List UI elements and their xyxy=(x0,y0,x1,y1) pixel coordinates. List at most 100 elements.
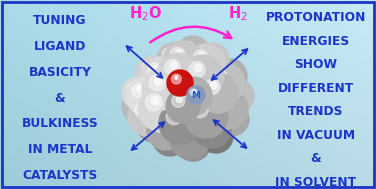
Circle shape xyxy=(132,84,146,98)
Circle shape xyxy=(199,52,205,59)
Circle shape xyxy=(138,87,182,131)
Circle shape xyxy=(190,89,197,96)
Circle shape xyxy=(137,110,169,142)
Text: H$_2$O: H$_2$O xyxy=(129,4,162,23)
Circle shape xyxy=(186,133,192,139)
Circle shape xyxy=(232,87,237,93)
Circle shape xyxy=(152,65,159,72)
Circle shape xyxy=(182,41,195,54)
Circle shape xyxy=(181,131,195,144)
Circle shape xyxy=(162,48,174,60)
Circle shape xyxy=(215,95,230,111)
Text: TUNING: TUNING xyxy=(33,14,87,27)
Circle shape xyxy=(147,117,152,123)
Circle shape xyxy=(167,50,172,56)
Circle shape xyxy=(215,102,249,136)
Circle shape xyxy=(128,96,168,136)
Circle shape xyxy=(185,85,192,92)
Circle shape xyxy=(122,88,158,124)
Circle shape xyxy=(165,59,180,75)
Circle shape xyxy=(170,62,177,69)
Circle shape xyxy=(180,83,195,98)
Text: SHOW: SHOW xyxy=(294,58,338,71)
Circle shape xyxy=(146,64,152,70)
Circle shape xyxy=(142,68,184,110)
Circle shape xyxy=(175,77,177,79)
Circle shape xyxy=(126,78,162,114)
Circle shape xyxy=(207,64,245,102)
Circle shape xyxy=(175,76,179,80)
Text: CATALYSTS: CATALYSTS xyxy=(23,169,98,182)
Circle shape xyxy=(182,128,189,135)
Circle shape xyxy=(174,76,180,82)
Circle shape xyxy=(223,67,229,73)
Text: IN SOLVENT: IN SOLVENT xyxy=(276,176,356,189)
Circle shape xyxy=(206,50,212,56)
Circle shape xyxy=(153,122,187,156)
Circle shape xyxy=(171,74,181,84)
Text: IN METAL: IN METAL xyxy=(28,143,92,156)
Text: ENERGIES: ENERGIES xyxy=(282,35,350,48)
Circle shape xyxy=(210,82,217,89)
Circle shape xyxy=(197,43,229,75)
Circle shape xyxy=(147,112,185,150)
Circle shape xyxy=(175,125,211,161)
Circle shape xyxy=(122,77,154,109)
Text: TRENDS: TRENDS xyxy=(288,105,344,118)
Text: &: & xyxy=(55,91,65,105)
Circle shape xyxy=(227,85,240,97)
Circle shape xyxy=(167,70,193,96)
Text: LIGAND: LIGAND xyxy=(34,40,86,53)
Circle shape xyxy=(176,96,182,103)
Circle shape xyxy=(205,124,218,137)
Circle shape xyxy=(176,36,210,70)
Circle shape xyxy=(140,105,147,112)
Circle shape xyxy=(199,119,233,153)
Circle shape xyxy=(158,120,165,127)
Text: IN VACUUM: IN VACUUM xyxy=(277,129,355,142)
Circle shape xyxy=(153,118,168,132)
Circle shape xyxy=(146,94,162,111)
Circle shape xyxy=(193,90,196,93)
Circle shape xyxy=(221,107,234,120)
Circle shape xyxy=(184,94,228,138)
Circle shape xyxy=(149,75,165,91)
Circle shape xyxy=(163,41,203,81)
Circle shape xyxy=(170,119,210,159)
Text: M: M xyxy=(191,91,200,101)
Text: DIFFERENT: DIFFERENT xyxy=(278,82,354,95)
Circle shape xyxy=(155,77,162,85)
Circle shape xyxy=(214,70,228,84)
Circle shape xyxy=(225,109,231,116)
Circle shape xyxy=(172,94,185,107)
Circle shape xyxy=(205,118,211,125)
Circle shape xyxy=(187,44,225,82)
Circle shape xyxy=(222,80,254,112)
Circle shape xyxy=(219,64,232,77)
Circle shape xyxy=(163,129,169,136)
Circle shape xyxy=(182,55,224,97)
Circle shape xyxy=(132,84,137,90)
Text: H$_2$: H$_2$ xyxy=(228,4,248,23)
Circle shape xyxy=(142,61,155,74)
Circle shape xyxy=(187,86,205,104)
Circle shape xyxy=(191,101,208,118)
Circle shape xyxy=(166,109,182,125)
Circle shape xyxy=(157,43,189,75)
Circle shape xyxy=(143,115,155,127)
Circle shape xyxy=(137,86,143,92)
Circle shape xyxy=(218,72,225,79)
Circle shape xyxy=(208,89,248,129)
Circle shape xyxy=(194,50,208,64)
Circle shape xyxy=(195,64,202,72)
Circle shape xyxy=(197,104,205,112)
Circle shape xyxy=(189,62,205,78)
Circle shape xyxy=(141,57,179,95)
Circle shape xyxy=(136,56,170,90)
Circle shape xyxy=(213,59,247,93)
Circle shape xyxy=(174,77,212,115)
Circle shape xyxy=(151,97,159,105)
Circle shape xyxy=(220,98,227,105)
Text: BULKINESS: BULKINESS xyxy=(22,117,98,130)
Circle shape xyxy=(175,50,182,57)
